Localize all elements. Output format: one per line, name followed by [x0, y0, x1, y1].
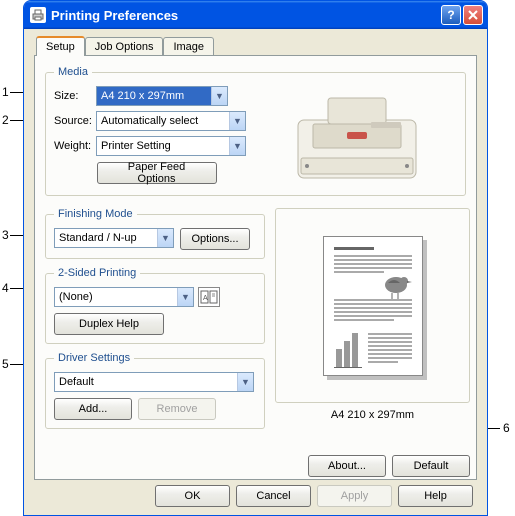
content: Setup Job Options Image Media Size: A4 2…: [24, 29, 487, 488]
duplex-legend: 2-Sided Printing: [54, 267, 140, 279]
weight-combo[interactable]: Printer Setting ▼: [96, 136, 246, 156]
callout-3: 3: [2, 228, 9, 242]
source-combo[interactable]: Automatically select ▼: [96, 111, 246, 131]
paper-feed-button[interactable]: Paper Feed Options: [97, 162, 217, 184]
about-button[interactable]: About...: [308, 455, 386, 477]
dialog: Printing Preferences ? Setup Job Options…: [23, 0, 488, 516]
tab-joboptions[interactable]: Job Options: [85, 37, 164, 56]
chevron-down-icon: ▼: [229, 112, 245, 130]
finishing-value: Standard / N-up: [55, 232, 157, 244]
ok-button[interactable]: OK: [155, 485, 230, 507]
printer-illustration: [273, 88, 443, 198]
size-value: A4 210 x 297mm: [97, 90, 211, 102]
tab-setup[interactable]: Setup: [36, 36, 85, 56]
callout-2: 2: [2, 113, 9, 127]
preview-caption: A4 210 x 297mm: [275, 409, 470, 421]
tabpanel-setup: Media Size: A4 210 x 297mm ▼ Source:: [34, 55, 477, 480]
finishing-legend: Finishing Mode: [54, 208, 137, 220]
driver-add-button[interactable]: Add...: [54, 398, 132, 420]
page-preview: [323, 236, 423, 376]
chevron-down-icon: ▼: [157, 229, 173, 247]
printer-icon: [30, 7, 46, 23]
driver-legend: Driver Settings: [54, 352, 134, 364]
lower-left: Finishing Mode Standard / N-up ▼ Options…: [45, 208, 265, 437]
callout-6: 6: [503, 421, 510, 435]
media-legend: Media: [54, 66, 92, 78]
size-label: Size:: [54, 90, 96, 102]
close-button[interactable]: [463, 5, 483, 25]
title: Printing Preferences: [51, 8, 439, 23]
tab-image[interactable]: Image: [163, 37, 214, 56]
callout-4: 4: [2, 281, 9, 295]
svg-text:A: A: [203, 295, 208, 302]
driver-group: Driver Settings Default ▼ Add... Remove: [45, 352, 265, 429]
duplex-value: (None): [55, 291, 177, 303]
chevron-down-icon: ▼: [229, 137, 245, 155]
dialog-footer: OK Cancel Apply Help: [155, 485, 473, 507]
weight-label: Weight:: [54, 140, 96, 152]
duplex-help-button[interactable]: Duplex Help: [54, 313, 164, 335]
driver-combo[interactable]: Default ▼: [54, 372, 254, 392]
finishing-options-button[interactable]: Options...: [180, 228, 250, 250]
cancel-button[interactable]: Cancel: [236, 485, 311, 507]
default-button[interactable]: Default: [392, 455, 470, 477]
callout-5: 5: [2, 357, 9, 371]
media-group: Media Size: A4 210 x 297mm ▼ Source:: [45, 66, 466, 196]
tabs: Setup Job Options Image: [36, 35, 477, 55]
help-titlebar-button[interactable]: ?: [441, 5, 461, 25]
page-preview-box: [275, 208, 470, 403]
chevron-down-icon: ▼: [177, 288, 193, 306]
right-column: A4 210 x 297mm: [275, 208, 470, 421]
size-combo[interactable]: A4 210 x 297mm ▼: [96, 86, 228, 106]
finishing-group: Finishing Mode Standard / N-up ▼ Options…: [45, 208, 265, 259]
weight-value: Printer Setting: [97, 140, 229, 152]
duplex-combo[interactable]: (None) ▼: [54, 287, 194, 307]
chevron-down-icon: ▼: [237, 373, 253, 391]
panel-footer-buttons: About... Default: [308, 455, 470, 477]
titlebar: Printing Preferences ?: [24, 1, 487, 29]
chevron-down-icon: ▼: [211, 87, 227, 105]
callout-1: 1: [2, 85, 9, 99]
driver-remove-button: Remove: [138, 398, 216, 420]
help-button[interactable]: Help: [398, 485, 473, 507]
finishing-combo[interactable]: Standard / N-up ▼: [54, 228, 174, 248]
duplex-group: 2-Sided Printing (None) ▼ A Duplex Help: [45, 267, 265, 344]
source-label: Source:: [54, 115, 96, 127]
apply-button: Apply: [317, 485, 392, 507]
booklet-icon: A: [198, 287, 220, 307]
driver-value: Default: [55, 376, 237, 388]
source-value: Automatically select: [97, 115, 229, 127]
